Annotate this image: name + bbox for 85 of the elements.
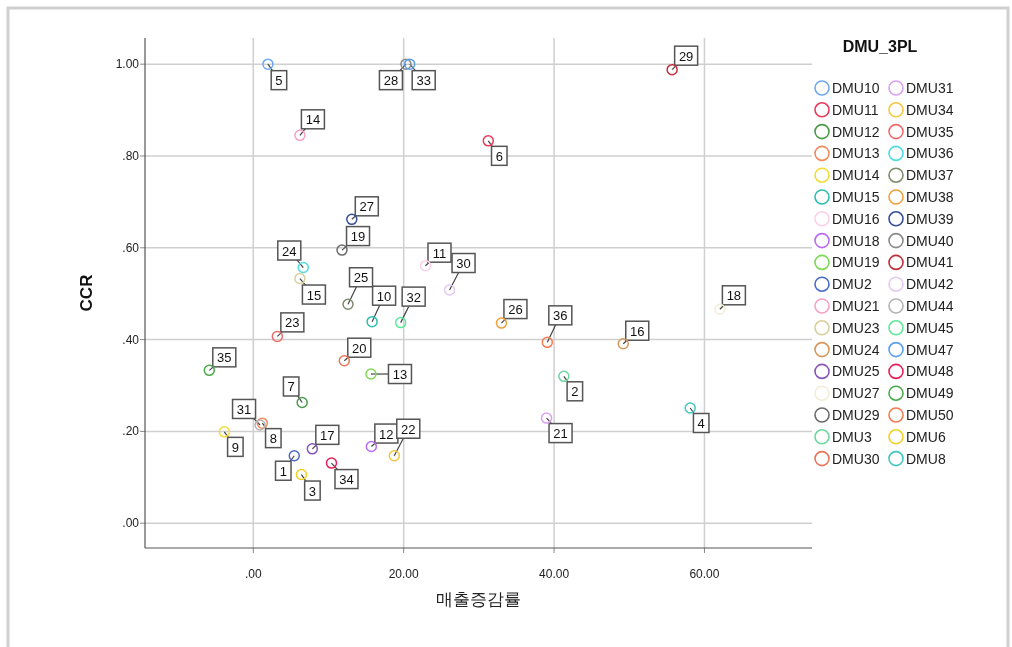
annotation: 7 [287,379,295,395]
annotation: 22 [401,421,416,437]
annotation: 36 [553,308,568,324]
legend-label: DMU10 [832,80,880,96]
annotation: 24 [282,243,297,259]
legend-label: DMU27 [832,385,880,402]
annotation: 8 [269,431,277,447]
annotation: 1 [279,463,287,479]
legend-label: DMU14 [832,167,880,184]
annotation: 5 [275,73,283,89]
y-axis-title: CCR [77,274,96,312]
annotation: 3 [308,483,317,499]
x-tick-label: .00 [244,567,262,581]
legend-label: DMU13 [832,145,880,162]
annotation: 14 [305,112,321,128]
y-tick-label: 1.00 [115,57,140,72]
annotation: 11 [432,245,447,261]
annotation: 10 [376,288,392,304]
legend-label: DMU40 [906,232,954,249]
x-tick-label: 60.00 [689,567,720,581]
annotation: 17 [320,427,335,443]
annotation: 26 [508,302,523,318]
legend-label: DMU41 [906,254,954,271]
legend-label: DMU23 [832,319,880,336]
annotation: 4 [697,415,705,431]
annotation: 30 [456,256,471,272]
legend-label: DMU3 [832,428,872,445]
annotation: 23 [285,315,300,331]
legend-label: DMU34 [906,101,954,118]
y-tick-label: .80 [122,148,140,163]
legend-label: DMU21 [832,298,880,314]
y-tick-label: .20 [122,424,140,439]
y-tick-label: .60 [122,240,140,255]
legend-title: DMU_3PL [842,38,918,55]
legend-label: DMU36 [906,145,954,162]
legend-label: DMU6 [906,428,946,445]
legend-label: DMU8 [906,450,946,467]
legend-label: DMU42 [906,276,954,293]
annotation: 35 [217,350,232,366]
legend-label: DMU49 [906,385,954,402]
legend-label: DMU44 [906,298,954,314]
legend-label: DMU2 [832,276,872,293]
legend-label: DMU38 [906,189,954,205]
annotation: 28 [383,73,399,89]
annotation: 12 [379,426,394,442]
annotation: 16 [630,323,645,339]
legend-label: DMU35 [906,123,954,140]
legend-label: DMU16 [832,210,880,227]
annotation: 34 [339,472,354,488]
annotation: 25 [353,270,369,286]
annotation: 13 [392,367,408,383]
legend-label: DMU18 [832,232,880,249]
annotation: 15 [306,287,322,303]
annotation: 9 [231,439,239,455]
legend-label: DMU11 [832,101,879,118]
y-tick-label: .00 [122,516,140,531]
annotation: 27 [359,199,375,215]
y-tick-label: .40 [122,332,140,347]
legend-label: DMU30 [832,450,880,467]
annotation: 32 [406,289,421,305]
annotation: 33 [416,73,431,89]
legend-label: DMU12 [832,123,880,140]
legend-label: DMU39 [906,210,954,227]
legend-label: DMU24 [832,341,880,358]
annotation: 31 [236,401,252,417]
legend-label: DMU47 [906,341,954,358]
x-tick-label: 40.00 [539,567,570,581]
annotation: 29 [678,48,694,64]
legend-label: DMU29 [832,407,880,423]
legend-label: DMU25 [832,363,880,380]
legend-label: DMU15 [832,189,880,205]
annotation: 19 [350,229,366,245]
annotation: 18 [726,288,742,304]
annotation: 21 [553,426,568,442]
legend-label: DMU48 [906,363,954,380]
legend-label: DMU37 [906,167,954,184]
x-axis-title: 매출증감률 [436,590,521,609]
annotation: 2 [571,384,579,400]
legend-label: DMU45 [906,319,954,336]
annotation: 6 [495,148,503,164]
legend-label: DMU19 [832,254,880,271]
legend-label: DMU50 [906,407,954,423]
x-tick-label: 20.00 [388,567,420,581]
legend-label: DMU31 [906,80,954,96]
annotation: 20 [352,340,367,356]
